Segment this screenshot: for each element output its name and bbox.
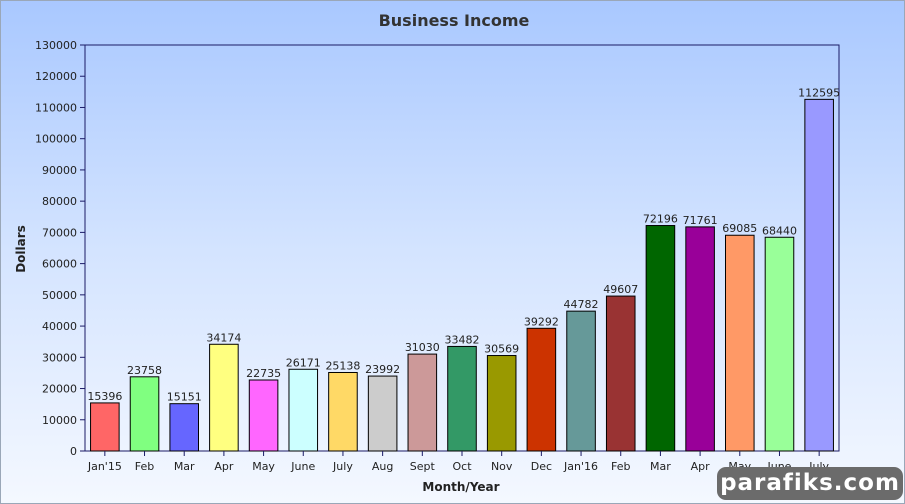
x-tick-label: Feb xyxy=(611,460,630,473)
x-tick-label: Dec xyxy=(531,460,552,473)
x-tick-label: Mar xyxy=(650,460,671,473)
data-label: 26171 xyxy=(286,356,321,369)
y-tick-label: 110000 xyxy=(35,101,77,114)
bar xyxy=(407,353,438,452)
bar xyxy=(486,355,517,452)
y-tick-label: 20000 xyxy=(42,383,77,396)
data-label: 23758 xyxy=(127,364,162,377)
data-label: 49607 xyxy=(603,283,638,296)
data-label: 31030 xyxy=(405,341,440,354)
watermark: parafiks.com xyxy=(717,467,903,500)
bar xyxy=(605,295,636,452)
bar xyxy=(764,236,795,452)
x-tick-label: Apr xyxy=(214,460,234,473)
x-tick-label: Mar xyxy=(174,460,195,473)
y-tick-label: 130000 xyxy=(35,39,77,52)
x-tick-label: Oct xyxy=(452,460,472,473)
y-tick-label: 70000 xyxy=(42,226,77,239)
x-tick-label: June xyxy=(290,460,315,473)
bar xyxy=(725,234,755,452)
bar xyxy=(90,402,120,452)
bar xyxy=(209,343,239,452)
bar xyxy=(288,368,319,452)
x-tick-label: Aug xyxy=(372,460,393,473)
data-label: 23992 xyxy=(365,363,400,376)
bar xyxy=(447,345,477,452)
y-tick-label: 50000 xyxy=(42,289,77,302)
x-tick-label: May xyxy=(252,460,275,473)
bar xyxy=(526,327,557,452)
y-tick-label: 0 xyxy=(70,445,77,458)
x-axis-label: Month/Year xyxy=(422,480,499,494)
data-label: 112595 xyxy=(798,86,840,99)
data-label: 30569 xyxy=(484,343,519,356)
y-tick-label: 60000 xyxy=(42,258,77,271)
x-tick-label: Nov xyxy=(491,460,513,473)
bar xyxy=(685,226,715,452)
bar xyxy=(367,375,398,452)
data-label: 15396 xyxy=(87,390,122,403)
x-tick-label: Jan'15 xyxy=(87,460,122,473)
y-tick-label: 120000 xyxy=(35,70,77,83)
y-axis-label: Dollars xyxy=(14,225,28,273)
y-tick-label: 80000 xyxy=(42,195,77,208)
y-tick-label: 30000 xyxy=(42,351,77,364)
bar xyxy=(169,403,199,452)
y-tick-label: 100000 xyxy=(35,133,77,146)
data-label: 15151 xyxy=(167,391,202,404)
bar xyxy=(328,371,358,452)
x-tick-label: Feb xyxy=(135,460,154,473)
data-label: 72196 xyxy=(643,213,678,226)
data-label: 39292 xyxy=(524,315,559,328)
bar xyxy=(248,379,279,452)
y-tick-label: 10000 xyxy=(42,414,77,427)
data-label: 71761 xyxy=(683,214,718,227)
data-label: 22735 xyxy=(246,367,281,380)
x-tick-label: July xyxy=(332,460,353,473)
data-label: 34174 xyxy=(206,331,241,344)
y-tick-label: 90000 xyxy=(42,164,77,177)
x-tick-label: Jan'16 xyxy=(563,460,598,473)
chart-title: Business Income xyxy=(379,11,530,30)
data-label: 68440 xyxy=(762,224,797,237)
data-label: 44782 xyxy=(564,298,599,311)
data-label: 69085 xyxy=(722,222,757,235)
bar xyxy=(129,376,160,452)
bar xyxy=(804,98,834,452)
x-tick-label: Apr xyxy=(691,460,711,473)
bar xyxy=(645,225,676,452)
data-label: 25138 xyxy=(325,359,360,372)
bar xyxy=(566,310,596,452)
y-tick-label: 40000 xyxy=(42,320,77,333)
plot-area: 0 10000 20000 30000 40000 50000 60000 70000 8000… xyxy=(35,39,840,473)
x-tick-label: Sept xyxy=(410,460,436,473)
data-label: 33482 xyxy=(445,333,480,346)
